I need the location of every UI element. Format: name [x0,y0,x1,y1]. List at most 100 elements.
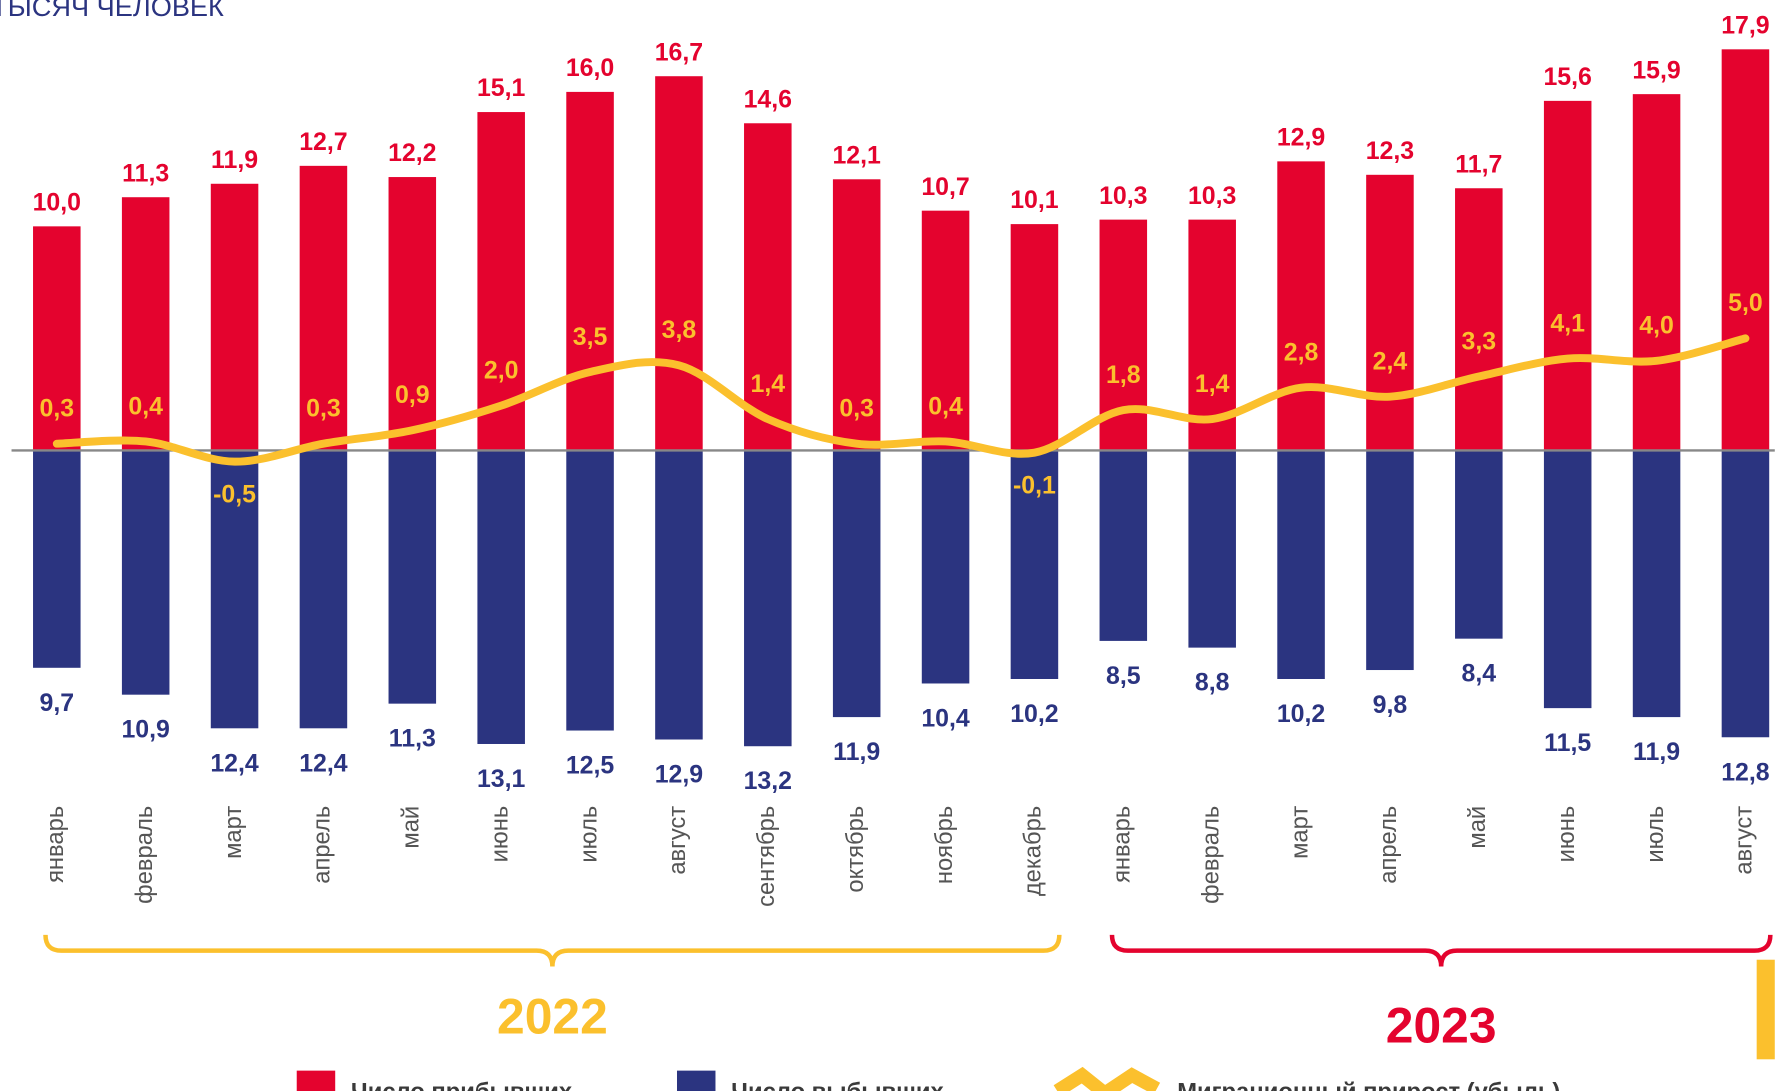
bar [210,450,259,729]
data-label: 3,8 [662,316,697,344]
data-label: 11,7 [1455,150,1502,178]
data-label: 0,3 [40,395,75,423]
data-label: 11,9 [1633,738,1680,766]
data-label: 12,9 [655,761,703,789]
bar [1277,161,1325,451]
legend-swatch [676,1070,716,1091]
data-label: 11,9 [211,146,258,174]
data-label: 8,5 [1106,662,1141,690]
bar [1632,94,1681,451]
x-tick-label: май [398,806,425,849]
bar [1188,450,1236,648]
x-tick-label: март [220,806,247,859]
data-label: 3,5 [573,323,608,351]
bar [33,226,81,451]
year-brace [1109,934,1773,967]
data-label: 0,3 [839,395,874,423]
bar [33,450,81,668]
bar [1455,188,1503,451]
bar [1277,450,1325,680]
legend-label: Число прибывших [351,1079,573,1091]
legend-label: Миграционный прирост (убыль) [1177,1079,1560,1091]
data-label: 12,7 [299,128,347,156]
year-brace [43,934,1062,967]
data-label: 0,4 [928,392,963,420]
data-label: 10,3 [1099,182,1147,210]
data-label: 9,7 [40,689,75,717]
data-label: 3,3 [1462,327,1497,355]
year-label: 2023 [1386,997,1497,1053]
x-tick-label: сентябрь [753,806,780,907]
data-label: 0,4 [128,392,163,420]
x-tick-label: декабрь [1020,806,1047,896]
bar [121,197,170,451]
bar [921,210,970,451]
data-label: 12,1 [832,141,881,169]
data-label: 4,0 [1639,312,1674,340]
bar [832,179,881,451]
data-label: 10,7 [921,173,969,201]
bar [1366,450,1414,671]
data-label: 10,3 [1188,182,1236,210]
data-label: 12,5 [566,752,615,780]
bar [832,450,881,718]
x-tick-label: октябрь [842,806,869,893]
data-label: 17,9 [1721,11,1769,39]
x-tick-label: январь [1109,806,1136,883]
bar [477,450,525,744]
x-tick-label: ноябрь [931,806,958,884]
data-label: 15,9 [1632,56,1680,84]
x-tick-label: апрель [1375,806,1402,884]
bar [744,450,792,747]
data-label: 1,8 [1106,361,1141,389]
x-tick-label: июнь [1553,806,1580,863]
data-label: 5,0 [1728,289,1763,317]
data-label: 10,9 [121,716,169,744]
data-label: 12,4 [210,749,259,777]
bar [121,450,170,695]
bar [1543,450,1592,709]
data-label: 12,2 [388,139,436,167]
x-tick-label: август [664,806,691,875]
data-label: 15,1 [477,74,526,102]
line [52,334,1750,466]
data-label: 2,8 [1284,339,1319,367]
data-label: 16,7 [655,38,703,66]
bar [566,450,614,731]
bar [566,91,614,451]
data-label: 11,3 [389,725,436,753]
bar [744,123,792,451]
chart-title: ТЫСЯЧ ЧЕЛОВЕК [0,0,224,22]
data-label: 1,4 [751,370,786,398]
data-label: -0,5 [213,480,256,508]
data-label: 10,0 [33,189,81,217]
data-label: 8,4 [1462,660,1497,688]
bar [1010,224,1059,451]
data-label: 10,2 [1277,700,1325,728]
bar [921,450,970,684]
data-label: 9,8 [1373,691,1408,719]
bar [1721,450,1770,738]
x-tick-label: март [1286,806,1313,859]
x-tick-label: февраль [1197,806,1224,904]
bar [1010,450,1059,680]
legend-swatch [1053,1066,1161,1091]
x-tick-label: июнь [486,806,513,863]
data-label: 12,8 [1721,758,1770,786]
data-label: 15,6 [1543,63,1591,91]
data-label: 16,0 [566,54,614,82]
x-tick-label: август [1731,806,1758,875]
data-label: 12,9 [1277,124,1325,152]
bar [388,450,437,704]
data-label: 8,8 [1195,669,1230,697]
data-label: 2,0 [484,356,519,384]
bar [210,183,259,451]
bar [1366,174,1414,451]
x-tick-label: январь [42,806,69,883]
bar [388,177,437,451]
data-label: 10,1 [1010,186,1059,214]
legend-swatch [296,1070,336,1091]
data-label: 2,4 [1373,347,1408,375]
